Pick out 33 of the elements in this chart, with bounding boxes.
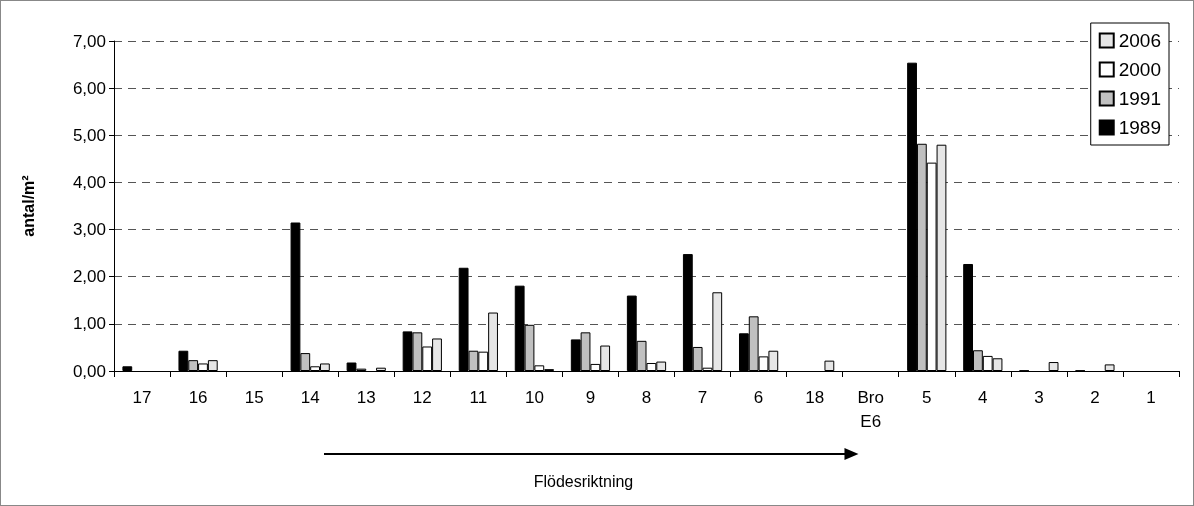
legend-label: 1989 (1118, 117, 1162, 138)
legend-label: 2000 (1118, 59, 1162, 80)
legend-label: 2006 (1118, 30, 1162, 51)
x-tick-label: 17 (132, 387, 152, 407)
x-tick-label: 6 (753, 387, 764, 407)
x-tick-label: 4 (978, 387, 988, 407)
y-tick-label: 6,00 (72, 78, 106, 98)
x-tick-label: 3 (1034, 387, 1044, 407)
x-tick-label: 15 (244, 387, 264, 407)
x-tick-label: 2 (1090, 387, 1100, 407)
x-tick-label: 12 (412, 387, 432, 407)
y-tick-label: 4,00 (72, 172, 106, 192)
y-tick-label: 7,00 (72, 31, 106, 51)
y-tick-label: 2,00 (72, 267, 106, 287)
x-tick-label: 9 (585, 387, 596, 407)
legend-label: 1991 (1118, 88, 1162, 109)
x-tick-label: 13 (356, 387, 376, 407)
y-tick-label: 3,00 (72, 220, 106, 240)
y-tick-label: 1,00 (72, 314, 106, 334)
x-tick-label: 14 (300, 387, 320, 407)
y-axis-title: antal/m² (19, 175, 37, 237)
x-tick-label: 11 (469, 387, 488, 407)
x-tick-label: 5 (922, 387, 932, 407)
text: Flödesriktning (533, 473, 634, 491)
x-tick-label: 8 (641, 387, 652, 407)
x-tick-label: 16 (188, 387, 208, 407)
y-tick-label: 5,00 (72, 125, 106, 145)
x-tick-label: 7 (697, 387, 708, 407)
x-tick-label: Bro E6 (857, 387, 884, 431)
y-tick-label: 0,00 (72, 361, 106, 381)
x-tick-label: 1 (1146, 387, 1156, 407)
x-tick-label: 18 (805, 387, 825, 407)
x-tick-label: 10 (524, 387, 544, 407)
